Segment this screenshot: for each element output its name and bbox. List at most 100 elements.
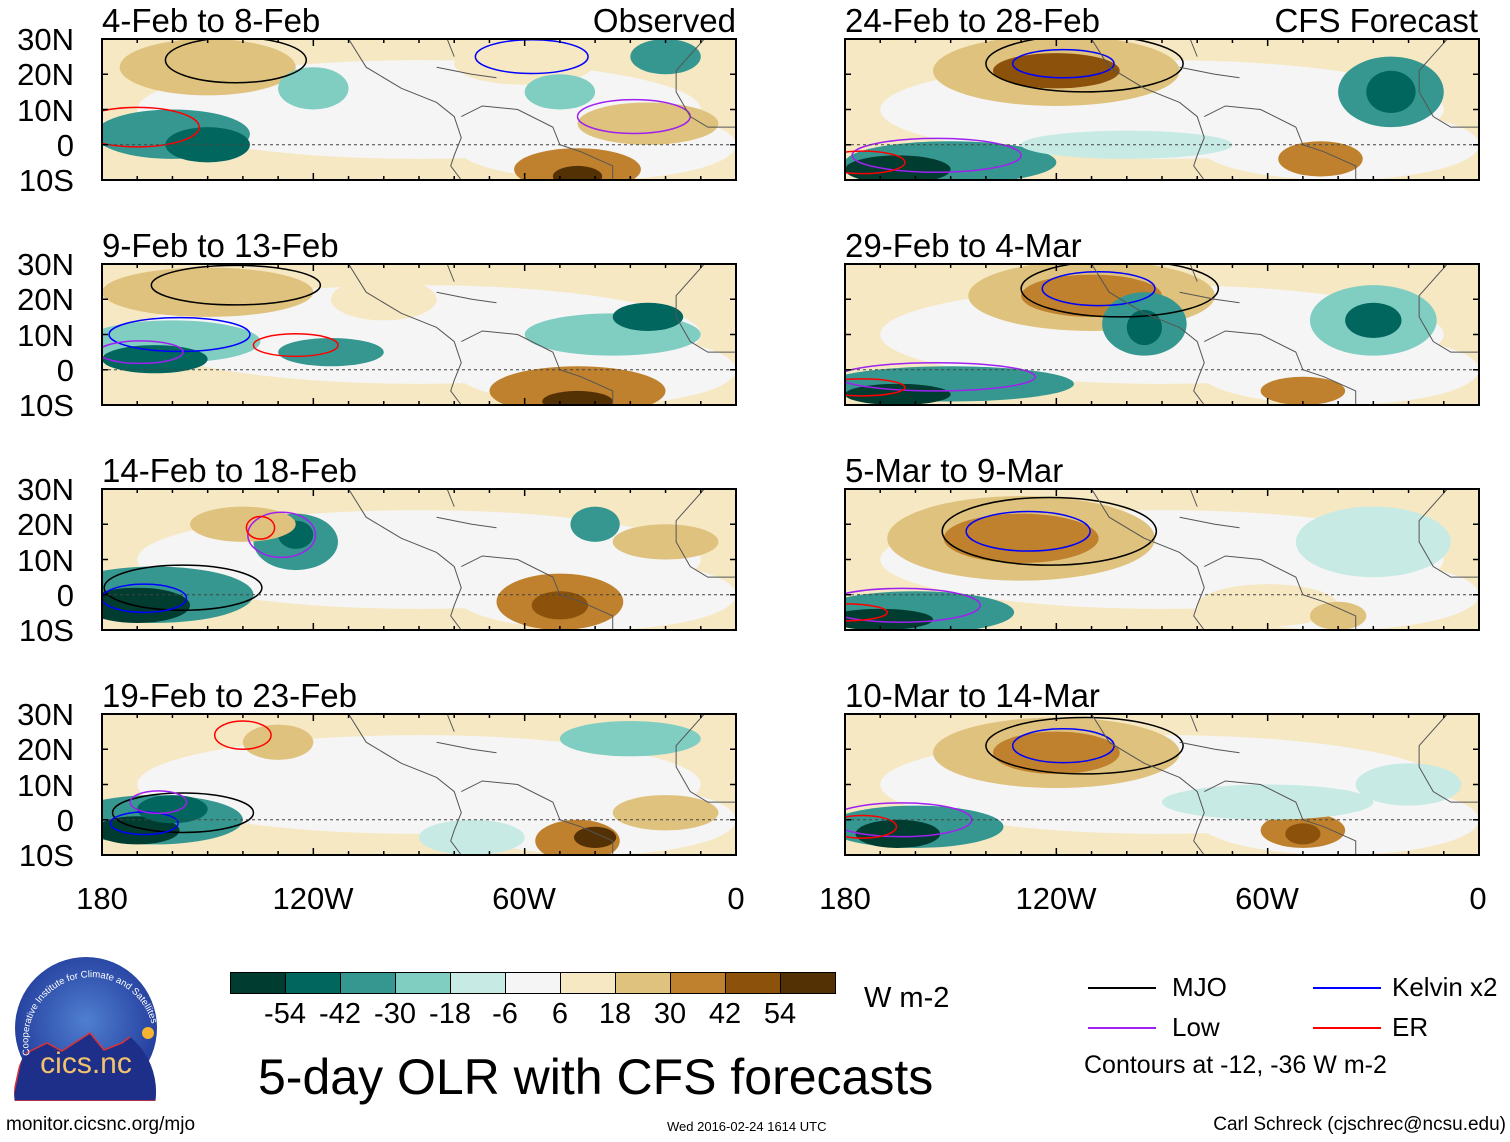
lon-tick-label: 180 (76, 881, 128, 916)
lon-tick-label: 60W (492, 881, 556, 916)
olr-anomaly-region (542, 390, 613, 405)
lat-tick-label: 10S (18, 838, 74, 873)
panel-title: 24-Feb to 28-Feb (845, 2, 1100, 39)
olr-anomaly-region (1355, 763, 1462, 806)
coastline (1179, 741, 1240, 754)
lat-tick-label: 0 (56, 352, 74, 388)
wave-contour (845, 361, 1036, 392)
coastline (1418, 489, 1479, 578)
lat-tick-label: 10N (17, 542, 74, 578)
olr-anomaly-region (278, 67, 349, 110)
coastline (1091, 39, 1205, 180)
wave-contour (164, 39, 308, 84)
legend-line-er (1313, 1027, 1381, 1029)
colorbar-swatch (780, 972, 836, 994)
olr-anomaly-region (992, 731, 1120, 774)
coastline (1204, 780, 1357, 855)
colorbar-tick-label: 18 (598, 998, 632, 1030)
colorbar-swatch (505, 972, 561, 994)
lat-tick-label: 0 (56, 802, 74, 838)
olr-anomaly-region (845, 608, 934, 630)
lon-tick-label: 0 (1469, 881, 1487, 916)
coastline (1179, 66, 1240, 79)
olr-anomaly-region (573, 826, 617, 848)
cics-logo: cics.nc Cooperative Institute for Climat… (12, 957, 159, 1101)
lat-tick-label: 10S (18, 613, 74, 648)
wave-contour (111, 792, 255, 834)
coastline (461, 330, 614, 405)
colorbar-units: W m-2 (864, 982, 950, 1014)
coastline (675, 39, 736, 128)
wave-contour (213, 720, 272, 751)
lat-tick-label: 20N (17, 282, 74, 318)
olr-anomaly-region (1345, 302, 1402, 339)
olr-anomaly-region (102, 587, 191, 623)
olr-anomaly-region (552, 165, 603, 180)
lon-tick-label: 120W (1015, 881, 1097, 916)
olr-anomaly-region (190, 506, 296, 542)
olr-anomaly-region (855, 819, 941, 848)
wave-contour (985, 716, 1184, 775)
wave-contour (252, 333, 339, 358)
olr-anomaly-region (845, 383, 951, 405)
wave-contour (129, 790, 188, 815)
colorbar-swatch (450, 972, 506, 994)
lat-tick-label: 20N (17, 732, 74, 768)
colorbar-swatch (560, 972, 616, 994)
lat-tick-label: 20N (17, 507, 74, 543)
footer-timestamp: Wed 2016-02-24 1614 UTC (667, 1119, 827, 1134)
olr-anomaly-region (1278, 141, 1363, 177)
lat-tick-label: 30N (17, 22, 74, 57)
contour-note: Contours at -12, -36 W m-2 (1084, 1051, 1387, 1079)
wave-contour (965, 510, 1091, 552)
colorbar-tick-label: 6 (551, 998, 569, 1030)
lat-tick-label: 10S (18, 163, 74, 198)
coastline (446, 264, 455, 282)
map-panels (101, 38, 1480, 856)
lon-tick-label: 180 (819, 881, 871, 916)
colorbar-tick-label: -42 (319, 998, 361, 1030)
colorbar-tick-label: -30 (374, 998, 416, 1030)
coastline (436, 66, 497, 79)
coastline (461, 105, 614, 180)
panel-title: 4-Feb to 8-Feb (102, 2, 321, 39)
coastline (1204, 330, 1357, 405)
wave-contour (150, 264, 322, 306)
coastline (675, 489, 736, 578)
lon-tick-label: 120W (272, 881, 354, 916)
lon-tick-label: 60W (1235, 881, 1299, 916)
legend-label: Kelvin x2 (1392, 972, 1498, 1002)
olr-anomaly-region (330, 278, 437, 321)
olr-anomaly-region (612, 795, 719, 831)
olr-anomaly-region (577, 102, 719, 145)
lat-tick-label: 0 (56, 127, 74, 163)
coastline (1189, 264, 1198, 282)
coastline (1189, 489, 1198, 507)
wave-contour (108, 316, 251, 353)
footer-url[interactable]: monitor.cicsnc.org/mjo (6, 1114, 196, 1135)
olr-anomaly-region (489, 366, 666, 405)
legend-line-mjo (1088, 987, 1156, 989)
coastline (461, 780, 614, 855)
olr-anomaly-region (524, 74, 596, 110)
wave-contour (1011, 48, 1115, 79)
olr-field (845, 264, 1479, 405)
olr-anomaly-region (137, 795, 208, 824)
olr-anomaly-region (992, 53, 1120, 89)
olr-anomaly-region (1309, 601, 1367, 630)
wave-contour (845, 587, 981, 623)
wave-contour (245, 515, 276, 540)
wave-contour (845, 814, 898, 839)
wave-contour (102, 106, 200, 148)
colorbar-swatch (615, 972, 671, 994)
olr-anomaly-region (1366, 70, 1416, 114)
olr-anomaly-region (559, 721, 701, 757)
olr-anomaly-region (102, 267, 314, 317)
wave-contour (247, 511, 317, 559)
lat-tick-label: 10N (17, 767, 74, 803)
legend-line-low (1088, 1027, 1156, 1029)
coastline (446, 714, 455, 732)
colorbar-swatch (340, 972, 396, 994)
wave-contour (851, 137, 1022, 173)
